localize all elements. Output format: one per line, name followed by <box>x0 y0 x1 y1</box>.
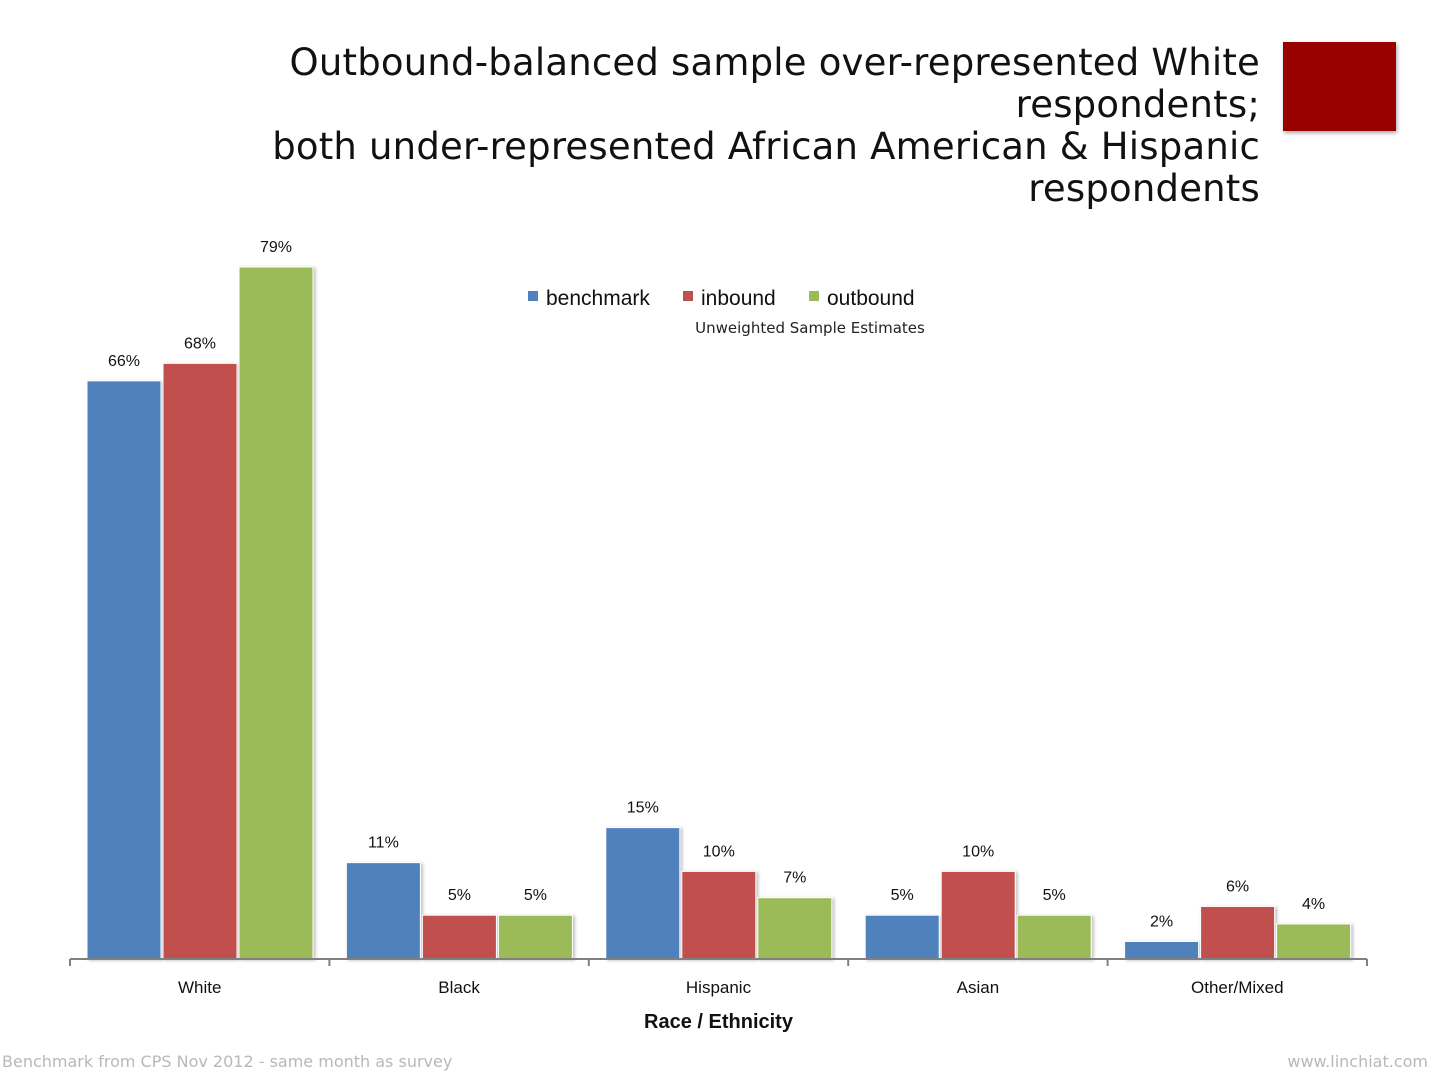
data-label-benchmark-white: 66% <box>108 353 140 370</box>
footer-source-note: Benchmark from CPS Nov 2012 - same month… <box>2 1052 453 1071</box>
data-label-inbound-hispanic: 10% <box>703 843 735 860</box>
data-label-outbound-hispanic: 7% <box>783 870 806 887</box>
data-label-inbound-black: 5% <box>448 887 471 904</box>
slide-title: Outbound-balanced sample over-represente… <box>60 42 1260 210</box>
bar-benchmark-white <box>86 380 162 960</box>
bar-benchmark-asian <box>864 914 940 960</box>
category-label-other-mixed: Other/Mixed <box>1191 978 1284 997</box>
data-label-benchmark-asian: 5% <box>891 887 914 904</box>
bar-benchmark-other-mixed <box>1124 940 1200 960</box>
data-label-benchmark-hispanic: 15% <box>627 800 659 817</box>
title-line-2: both under-represented African American … <box>272 125 1260 210</box>
bar-outbound-other-mixed <box>1276 923 1352 960</box>
data-label-outbound-white: 79% <box>260 239 292 256</box>
bar-outbound-hispanic <box>757 897 833 960</box>
data-label-benchmark-other-mixed: 2% <box>1150 913 1173 930</box>
legend-label-inbound: inbound <box>701 287 776 310</box>
legend-swatch-benchmark <box>528 291 538 301</box>
accent-box <box>1283 42 1396 131</box>
bar-inbound-black <box>421 914 497 960</box>
data-label-outbound-black: 5% <box>524 887 547 904</box>
bar-inbound-asian <box>940 870 1016 960</box>
data-label-outbound-other-mixed: 4% <box>1302 896 1325 913</box>
data-label-outbound-asian: 5% <box>1043 887 1066 904</box>
legend-subtitle: Unweighted Sample Estimates <box>695 319 925 337</box>
bar-benchmark-black <box>345 862 421 960</box>
footer-website: www.linchiat.com <box>1287 1052 1428 1071</box>
bar-outbound-black <box>497 914 573 960</box>
legend-label-benchmark: benchmark <box>546 287 650 310</box>
data-label-inbound-white: 68% <box>184 335 216 352</box>
data-label-inbound-other-mixed: 6% <box>1226 878 1249 895</box>
bar-outbound-white <box>238 266 314 960</box>
bar-outbound-asian <box>1016 914 1092 960</box>
legend-swatch-outbound <box>809 291 819 301</box>
category-label-hispanic: Hispanic <box>686 978 752 997</box>
legend-swatch-inbound <box>683 291 693 301</box>
bar-inbound-hispanic <box>681 870 757 960</box>
data-label-benchmark-black: 11% <box>368 835 399 852</box>
data-label-inbound-asian: 10% <box>962 843 994 860</box>
bar-inbound-other-mixed <box>1200 905 1276 960</box>
category-label-black: Black <box>438 978 480 997</box>
category-label-asian: Asian <box>957 978 1000 997</box>
bar-benchmark-hispanic <box>605 827 681 960</box>
legend-label-outbound: outbound <box>827 287 915 310</box>
bar-inbound-white <box>162 362 238 960</box>
title-line-1: Outbound-balanced sample over-represente… <box>289 41 1260 126</box>
x-axis-title: Race / Ethnicity <box>644 1011 794 1033</box>
category-label-white: White <box>178 978 221 997</box>
